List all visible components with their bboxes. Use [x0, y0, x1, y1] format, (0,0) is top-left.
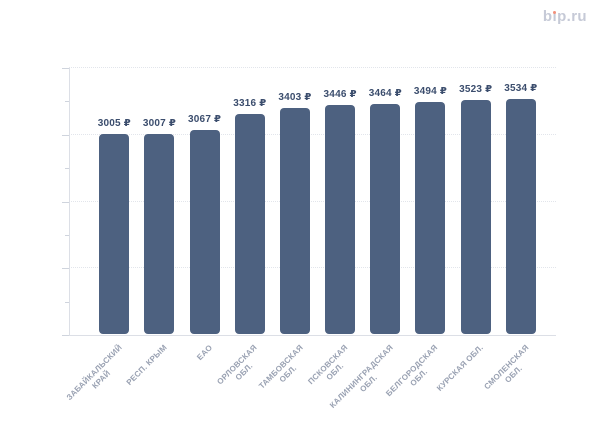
- x-axis-label: ЕАО: [195, 343, 214, 362]
- bar-7[interactable]: [370, 103, 401, 334]
- bar-value-label: 3005 ₽: [97, 118, 131, 130]
- major-tick-0: [62, 335, 69, 336]
- major-tick-4000: [62, 68, 69, 69]
- minor-tick-500: [65, 301, 69, 303]
- bar-6[interactable]: [325, 104, 356, 334]
- minor-tick-1500: [65, 234, 69, 236]
- logo-text: b: [542, 8, 553, 25]
- x-axis-label: ТАМБОВСКАЯ ОБЛ.: [256, 343, 305, 391]
- bar-value-label: 3316 ₽: [233, 97, 267, 109]
- bar-5[interactable]: [279, 107, 310, 334]
- bar-2[interactable]: [144, 134, 175, 334]
- minor-tick-2500: [65, 168, 69, 170]
- bar-value-label: 3067 ₽: [188, 114, 222, 126]
- bar-value-label: 3446 ₽: [323, 88, 357, 100]
- gridline-3000: [69, 133, 556, 135]
- bar-value-label: 3464 ₽: [368, 87, 402, 99]
- x-axis-line: [69, 335, 556, 336]
- minor-tick-3500: [65, 101, 69, 103]
- bar-10[interactable]: [505, 99, 536, 334]
- logo-text: p.ru: [557, 8, 587, 25]
- bar-8[interactable]: [415, 101, 446, 334]
- bar-value-label: 3523 ₽: [459, 83, 493, 95]
- gridline-2000: [69, 200, 556, 202]
- major-tick-1000: [62, 268, 69, 270]
- x-axis-label: ЗАБАЙКАЛЬСКИЙ КРАЙ: [64, 343, 124, 403]
- bar-9[interactable]: [460, 99, 491, 334]
- gridline-1000: [69, 267, 556, 269]
- bar-value-label: 3403 ₽: [278, 91, 312, 103]
- bar-3[interactable]: [189, 130, 220, 334]
- x-axis-label: КУРСКАЯ ОБЛ.: [435, 343, 486, 393]
- x-axis-label: РЕСП. КРЫМ: [124, 343, 169, 388]
- bar-value-label: 3534 ₽: [504, 83, 538, 95]
- gridline-4000: [69, 67, 556, 68]
- y-axis-line: [69, 68, 70, 335]
- bar-value-label: 3007 ₽: [142, 118, 177, 130]
- logo-i-letter: ı: [552, 8, 558, 25]
- bip-ru-logo[interactable]: bıp.ru: [543, 9, 587, 25]
- major-tick-3000: [62, 134, 69, 136]
- bar-4[interactable]: [234, 113, 265, 334]
- x-axis-label: СМОЛЕНСКАЯ ОБЛ.: [481, 343, 531, 392]
- bar-value-label: 3494 ₽: [413, 85, 448, 97]
- bar-1[interactable]: [99, 134, 130, 334]
- major-tick-2000: [62, 201, 69, 203]
